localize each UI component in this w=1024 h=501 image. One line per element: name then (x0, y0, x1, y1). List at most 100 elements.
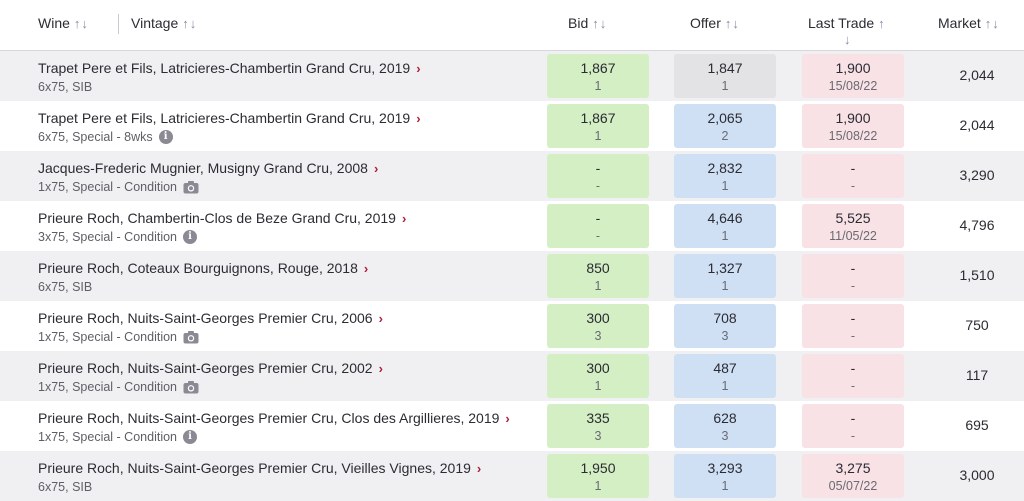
column-header-wine[interactable]: Wine ↑↓ (38, 15, 89, 31)
table-row[interactable]: Prieure Roch, Nuits-Saint-Georges Premie… (0, 401, 1024, 451)
bid-cell[interactable]: 1,867 1 (547, 104, 649, 148)
case-size: 6x75, (38, 280, 69, 294)
sort-arrows-icon[interactable]: ↑↓ (724, 16, 740, 31)
last-trade-date: 15/08/22 (828, 129, 878, 143)
lot-details: 3x75, Special - Condition i (38, 230, 197, 244)
wine-name-link[interactable]: Prieure Roch, Chambertin-Clos de Beze Gr… (38, 210, 406, 226)
bid-count: - (595, 229, 601, 243)
lot-status: Special - Condition (72, 330, 177, 344)
table-row[interactable]: Trapet Pere et Fils, Latricieres-Chamber… (0, 101, 1024, 151)
sort-arrows-icon[interactable]: ↑↓ (182, 16, 198, 31)
camera-icon[interactable] (183, 380, 199, 394)
last-trade-date: 05/07/22 (828, 479, 878, 493)
info-icon[interactable]: i (158, 130, 173, 144)
offer-cell[interactable]: 628 3 (674, 404, 776, 448)
column-header-vintage[interactable]: Vintage ↑↓ (131, 15, 197, 31)
last-trade-cell: -- (802, 354, 904, 398)
chevron-right-icon[interactable]: › (476, 461, 482, 476)
table-row[interactable]: Jacques-Frederic Mugnier, Musigny Grand … (0, 151, 1024, 201)
market-price: 695 (965, 417, 989, 433)
camera-icon[interactable] (183, 180, 199, 194)
table-row[interactable]: Prieure Roch, Coteaux Bourguignons, Roug… (0, 251, 1024, 301)
wine-name-link[interactable]: Prieure Roch, Nuits-Saint-Georges Premie… (38, 310, 383, 326)
camera-icon[interactable] (183, 330, 199, 344)
wine-name-link[interactable]: Prieure Roch, Nuits-Saint-Georges Premie… (38, 360, 383, 376)
offer-cell[interactable]: 1,327 1 (674, 254, 776, 298)
info-icon[interactable]: i (183, 230, 197, 244)
bid-price: 300 (586, 360, 610, 376)
market-header-label: Market (938, 15, 981, 31)
info-icon[interactable]: i (183, 430, 197, 444)
offer-price: 4,646 (707, 210, 743, 226)
chevron-right-icon[interactable]: › (378, 311, 383, 326)
market-price: 3,290 (959, 167, 995, 183)
bid-price: 1,867 (580, 110, 616, 126)
market-price: 2,044 (959, 67, 995, 83)
last-trade-cell: -- (802, 404, 904, 448)
last-trade-date: - (850, 329, 856, 343)
column-header-bid[interactable]: Bid ↑↓ (568, 15, 607, 31)
wine-name-link[interactable]: Prieure Roch, Coteaux Bourguignons, Roug… (38, 260, 368, 276)
table-row[interactable]: Prieure Roch, Chambertin-Clos de Beze Gr… (0, 201, 1024, 251)
chevron-right-icon[interactable]: › (363, 261, 369, 276)
last-trade-price: 1,900 (835, 110, 871, 126)
bid-cell[interactable]: 850 1 (547, 254, 649, 298)
table-row[interactable]: Prieure Roch, Nuits-Saint-Georges Premie… (0, 351, 1024, 401)
offer-count: 1 (721, 229, 729, 243)
wine-name: Trapet Pere et Fils, Latricieres-Chamber… (38, 60, 411, 76)
bid-cell[interactable]: 300 3 (547, 304, 649, 348)
bid-count: 1 (594, 479, 602, 493)
last-trade-price: - (850, 410, 856, 426)
wine-name-link[interactable]: Prieure Roch, Nuits-Saint-Georges Premie… (38, 410, 510, 426)
wine-name: Prieure Roch, Nuits-Saint-Georges Premie… (38, 360, 373, 376)
table-body: Trapet Pere et Fils, Latricieres-Chamber… (0, 51, 1024, 501)
lot-details: 6x75, SIB (38, 280, 92, 294)
bid-price: - (595, 160, 601, 176)
offer-cell[interactable]: 3,293 1 (674, 454, 776, 498)
column-header-last-trade[interactable]: Last Trade ↑ (808, 15, 886, 31)
wine-name-link[interactable]: Trapet Pere et Fils, Latricieres-Chamber… (38, 110, 421, 126)
bid-cell[interactable]: 335 3 (547, 404, 649, 448)
offer-cell[interactable]: 2,065 2 (674, 104, 776, 148)
lot-status: Special - 8wks (72, 130, 153, 144)
wine-name-link[interactable]: Trapet Pere et Fils, Latricieres-Chamber… (38, 60, 421, 76)
offer-cell[interactable]: 2,832 1 (674, 154, 776, 198)
last-trade-sort-down[interactable]: ↓ (844, 31, 852, 47)
last-trade-price: - (850, 260, 856, 276)
wine-name-link[interactable]: Prieure Roch, Nuits-Saint-Georges Premie… (38, 460, 481, 476)
table-row[interactable]: Prieure Roch, Nuits-Saint-Georges Premie… (0, 301, 1024, 351)
offer-cell[interactable]: 708 3 (674, 304, 776, 348)
offer-price: 1,327 (707, 260, 743, 276)
lot-details: 6x75, SIB (38, 80, 92, 94)
chevron-right-icon[interactable]: › (373, 161, 379, 176)
sort-arrows-icon[interactable]: ↑↓ (592, 16, 608, 31)
bid-cell[interactable]: -- (547, 154, 649, 198)
last-trade-price: - (850, 310, 856, 326)
offer-cell[interactable]: 1,847 1 (674, 54, 776, 98)
sort-arrows-icon[interactable]: ↑↓ (984, 16, 1000, 31)
chevron-right-icon[interactable]: › (416, 61, 421, 76)
wine-name-link[interactable]: Jacques-Frederic Mugnier, Musigny Grand … (38, 160, 378, 176)
chevron-right-icon[interactable]: › (401, 211, 407, 226)
column-header-offer[interactable]: Offer ↑↓ (690, 15, 740, 31)
bid-cell[interactable]: 1,867 1 (547, 54, 649, 98)
bid-cell[interactable]: 1,950 1 (547, 454, 649, 498)
bid-price: 850 (586, 260, 610, 276)
chevron-right-icon[interactable]: › (416, 111, 421, 126)
wine-name: Jacques-Frederic Mugnier, Musigny Grand … (38, 160, 368, 176)
sort-down-icon[interactable]: ↓ (844, 32, 852, 47)
lot-status: SIB (72, 480, 93, 494)
table-row[interactable]: Prieure Roch, Nuits-Saint-Georges Premie… (0, 451, 1024, 501)
column-header-market[interactable]: Market ↑↓ (938, 15, 1000, 31)
offer-cell[interactable]: 487 1 (674, 354, 776, 398)
bid-cell[interactable]: -- (547, 204, 649, 248)
bid-price: 300 (586, 310, 610, 326)
sort-arrows-icon[interactable]: ↑↓ (73, 16, 89, 31)
sort-up-icon[interactable]: ↑ (878, 16, 886, 31)
offer-cell[interactable]: 4,646 1 (674, 204, 776, 248)
wine-name: Trapet Pere et Fils, Latricieres-Chamber… (38, 110, 411, 126)
chevron-right-icon[interactable]: › (378, 361, 383, 376)
table-row[interactable]: Trapet Pere et Fils, Latricieres-Chamber… (0, 51, 1024, 101)
bid-cell[interactable]: 300 1 (547, 354, 649, 398)
chevron-right-icon[interactable]: › (505, 411, 510, 426)
